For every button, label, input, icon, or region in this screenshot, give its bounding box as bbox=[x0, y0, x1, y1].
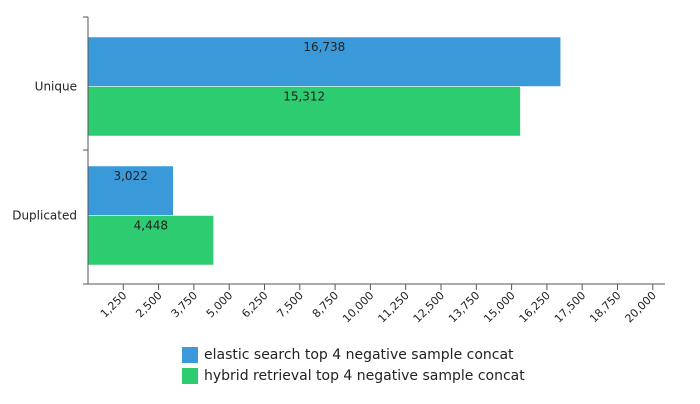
x-tick-label: 10,000 bbox=[340, 289, 376, 325]
x-tick-label: 12,500 bbox=[411, 289, 447, 325]
bar-unique-hybrid-retrieval bbox=[87, 86, 521, 137]
x-tick-label: 1,250 bbox=[98, 289, 129, 320]
bar-duplicated-elastic-search bbox=[87, 165, 174, 216]
data-label-unique-elastic-search: 16,738 bbox=[303, 40, 345, 54]
x-tick-label: 15,000 bbox=[481, 289, 517, 325]
bar-unique-elastic-search bbox=[87, 36, 561, 87]
x-tick-label: 16,250 bbox=[517, 289, 553, 325]
x-tick-label: 20,000 bbox=[623, 289, 659, 325]
legend: elastic search top 4 negative sample con… bbox=[182, 345, 525, 387]
x-tick-label: 18,750 bbox=[587, 289, 623, 325]
data-label-duplicated-hybrid-retrieval: 4,448 bbox=[134, 219, 168, 233]
x-tick-label: 6,250 bbox=[239, 289, 270, 320]
legend-item-elastic-search: elastic search top 4 negative sample con… bbox=[182, 345, 525, 365]
legend-swatch-elastic-search bbox=[182, 347, 198, 363]
legend-label-elastic-search: elastic search top 4 negative sample con… bbox=[204, 347, 514, 363]
data-label-duplicated-elastic-search: 3,022 bbox=[113, 169, 147, 183]
x-tick-label: 8,750 bbox=[310, 289, 341, 320]
data-labels-layer: 16,738 15,312 3,022 4,448 bbox=[113, 40, 345, 233]
legend-swatch-hybrid-retrieval bbox=[182, 368, 198, 384]
x-tick-label: 7,500 bbox=[274, 289, 305, 320]
x-tick-label: 13,750 bbox=[446, 289, 482, 325]
legend-item-hybrid-retrieval: hybrid retrieval top 4 negative sample c… bbox=[182, 366, 525, 386]
category-label-duplicated: Duplicated bbox=[12, 209, 77, 223]
data-label-unique-hybrid-retrieval: 15,312 bbox=[283, 90, 325, 104]
bars-layer bbox=[87, 36, 561, 266]
bar-duplicated-hybrid-retrieval bbox=[87, 215, 214, 266]
legend-label-hybrid-retrieval: hybrid retrieval top 4 negative sample c… bbox=[204, 368, 525, 384]
category-label-unique: Unique bbox=[35, 80, 77, 94]
x-tick-label: 5,000 bbox=[204, 289, 235, 320]
x-tick-label: 17,500 bbox=[552, 289, 588, 325]
x-tick-label: 3,750 bbox=[169, 289, 200, 320]
x-tick-label: 11,250 bbox=[375, 289, 411, 325]
x-tick-label: 2,500 bbox=[133, 289, 164, 320]
